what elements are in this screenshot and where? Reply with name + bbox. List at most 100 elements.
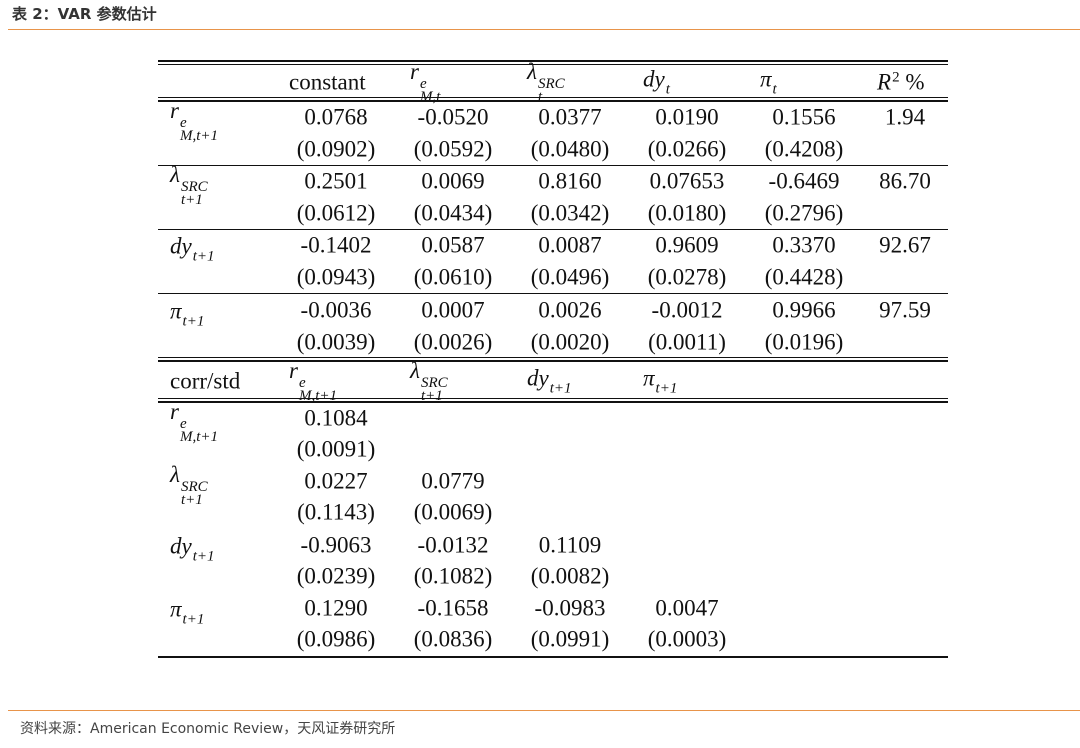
label-base: r [170, 98, 179, 123]
std-error: (0.0480) [530, 136, 610, 162]
superscript: SRC [180, 479, 208, 495]
superscript: SRC [420, 375, 448, 391]
scripts: t [665, 81, 670, 98]
scripts: 2 [892, 69, 900, 86]
scripts: SRC t [537, 76, 565, 105]
scripts: SRC t+1 [420, 375, 448, 404]
estimate: 0.9966 [772, 297, 836, 323]
estimate: -0.0012 [651, 297, 723, 323]
scripts: t+1 [655, 380, 678, 397]
label-base: λ [410, 358, 420, 383]
estimate: 0.1556 [772, 104, 836, 130]
std-error: (0.0266) [647, 136, 727, 162]
table-rule [158, 64, 948, 65]
label-base: R [877, 69, 892, 95]
std-error: (0.0091) [296, 436, 376, 462]
scripts: e M,t+1 [298, 375, 337, 404]
label-base: λ [170, 462, 180, 487]
estimate: -0.9063 [300, 532, 372, 558]
label: λ SRC t+1 [410, 358, 448, 404]
subscript: t+1 [182, 313, 205, 330]
superscript: e [419, 76, 427, 92]
subscript: t+1 [420, 388, 443, 404]
std-error: (0.0026) [413, 329, 493, 355]
subscript: t [665, 81, 670, 98]
estimate: -0.1658 [417, 595, 489, 621]
scripts: t+1 [182, 313, 205, 330]
std-error: (0.1082) [413, 563, 493, 589]
subscript: t [537, 89, 543, 105]
r-squared: 1.94 [884, 104, 926, 130]
estimate: 0.9609 [655, 232, 719, 258]
estimate: 0.0377 [538, 104, 602, 130]
std-error: (0.0011) [648, 329, 726, 355]
subscript: t+1 [655, 380, 678, 397]
superscript: SRC [537, 76, 565, 92]
label: π t+1 [643, 365, 678, 397]
subscript: t [772, 81, 777, 98]
std-error: (0.0986) [296, 626, 376, 652]
label-base: r [410, 59, 419, 84]
estimate: 0.0227 [304, 468, 368, 494]
label: r e M,t [410, 59, 440, 105]
estimate: 0.0190 [655, 104, 719, 130]
label-base: π [170, 596, 182, 622]
std-error: (0.0020) [530, 329, 610, 355]
superscript: e [298, 375, 306, 391]
estimate: 0.0047 [655, 595, 719, 621]
subscript: M,t+1 [298, 388, 337, 404]
label: dy t+1 [527, 365, 572, 397]
std-error: (0.0069) [413, 499, 493, 525]
label: r e M,t+1 [170, 400, 218, 445]
std-error: (0.0991) [530, 626, 610, 652]
r-squared: 92.67 [879, 232, 931, 258]
scripts: SRC t+1 [180, 479, 208, 508]
std-error: (0.0902) [296, 136, 376, 162]
table-rule [158, 398, 948, 399]
std-error: (0.0592) [413, 136, 493, 162]
std-error: (0.0196) [764, 329, 844, 355]
superscript: 2 [892, 69, 900, 86]
subscript: t+1 [180, 192, 203, 208]
label-base: dy [527, 365, 549, 391]
label-base: constant [289, 69, 366, 95]
label-base: π [170, 298, 182, 324]
label: constant [289, 71, 366, 94]
estimate: 0.0779 [421, 468, 485, 494]
estimate: 0.3370 [772, 232, 836, 258]
estimate: -0.1402 [300, 232, 372, 258]
table-rule [158, 100, 948, 102]
scripts: e M,t+1 [179, 116, 218, 144]
label: π t+1 [170, 298, 205, 330]
table-rule [158, 229, 948, 230]
std-error: (0.4428) [764, 264, 844, 290]
estimate: -0.0132 [417, 532, 489, 558]
std-error: (0.0180) [647, 200, 727, 226]
label: r e M,t+1 [170, 98, 218, 144]
table-rule [158, 97, 948, 98]
label-base: λ [527, 59, 537, 84]
estimate: -0.6469 [768, 168, 840, 194]
label-base: π [760, 66, 772, 92]
subscript: M,t+1 [179, 128, 218, 144]
std-error: (0.0039) [296, 329, 376, 355]
scripts: t+1 [193, 549, 215, 564]
scripts: t+1 [550, 381, 572, 396]
label: dy t [643, 68, 670, 98]
label-base: dy [170, 533, 192, 559]
label-base: π [643, 365, 655, 391]
scripts: e M,t+1 [180, 417, 218, 445]
std-error: (0.0342) [530, 200, 610, 226]
estimate: -0.0036 [300, 297, 372, 323]
scripts: t+1 [193, 249, 215, 264]
std-error: (0.0434) [413, 200, 493, 226]
estimate: 0.2501 [304, 168, 368, 194]
std-error: (0.0239) [296, 563, 376, 589]
std-error: (0.0278) [647, 264, 727, 290]
table-rule [158, 357, 948, 358]
source: 资料来源：American Economic Review，天风证券研究所 [20, 721, 396, 737]
std-error: (0.0836) [413, 626, 493, 652]
estimate: 0.1109 [538, 532, 602, 558]
